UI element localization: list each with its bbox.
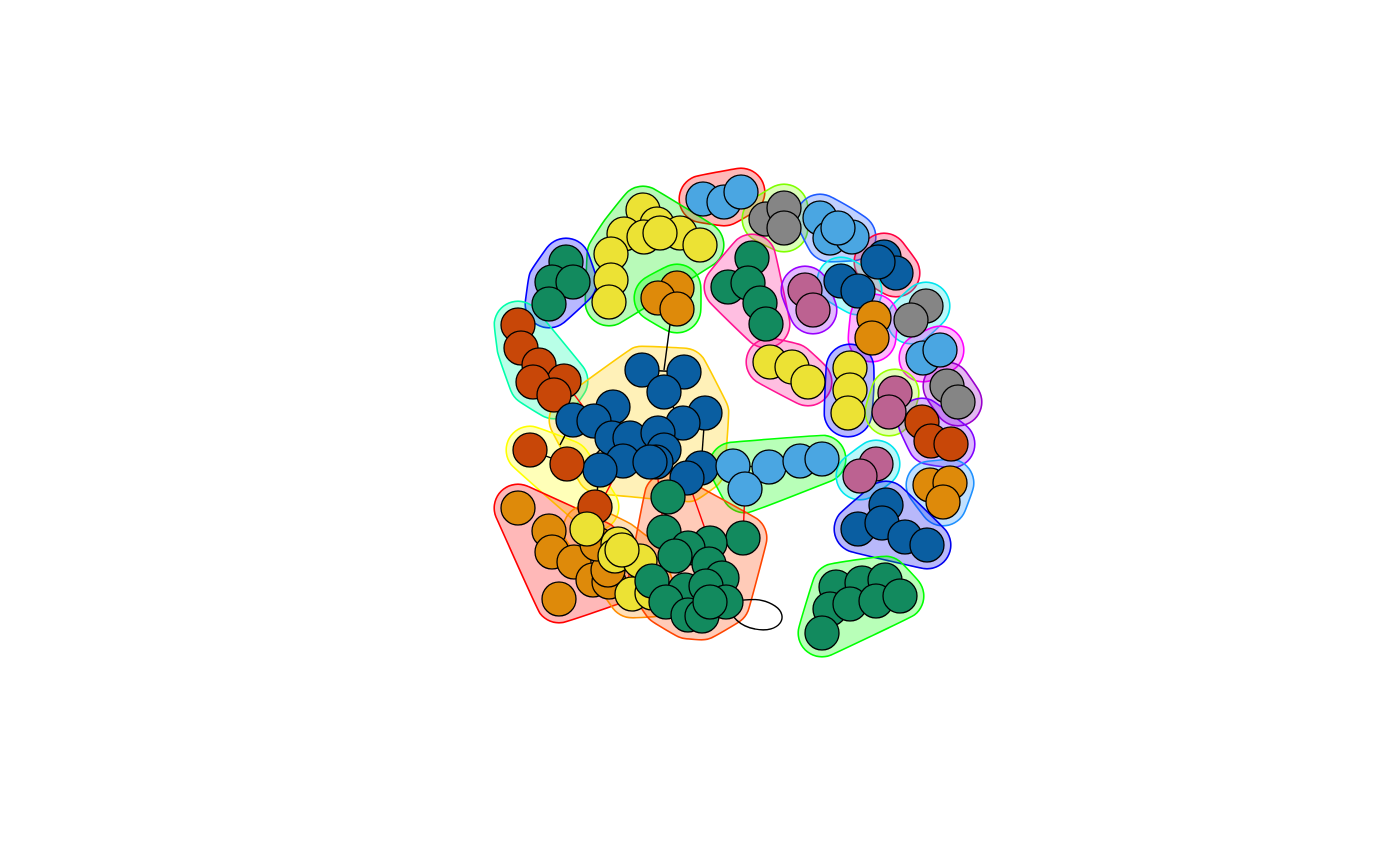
graph-node-g14 xyxy=(582,452,618,488)
graph-node-g13 xyxy=(536,377,572,413)
graph-node-g28 xyxy=(692,584,728,620)
graph-node-g10 xyxy=(795,292,831,328)
graph-node-g23 xyxy=(842,458,878,494)
graph-node-g24 xyxy=(925,484,961,520)
graph-node-g28 xyxy=(657,538,693,574)
graph-node-g14 xyxy=(646,374,682,410)
graph-node-g05 xyxy=(555,264,591,300)
graph-node-g15 xyxy=(790,364,826,400)
graph-node-g16 xyxy=(830,395,866,431)
graph-node-g04 xyxy=(820,210,856,246)
graph-node-g28 xyxy=(650,479,686,515)
graph-node-g28 xyxy=(725,520,761,556)
graph-node-g09 xyxy=(840,273,876,309)
graph-node-g01 xyxy=(723,174,759,210)
graph-node-g03 xyxy=(766,210,802,246)
graph-node-g20 xyxy=(933,426,969,462)
graph-node-g29 xyxy=(882,578,918,614)
graph-node-g06 xyxy=(659,291,695,327)
graph-node-g02 xyxy=(591,284,627,320)
graph-node-g29 xyxy=(804,615,840,651)
graph-node-g27 xyxy=(604,532,640,568)
graph-node-g19 xyxy=(871,394,907,430)
graph-node-g18 xyxy=(940,384,976,420)
graph-node-g07 xyxy=(748,306,784,342)
graph-node-g21 xyxy=(549,446,585,482)
graph-node-g08 xyxy=(860,244,896,280)
graph-node-g17 xyxy=(922,332,958,368)
self-loop-edge xyxy=(725,598,783,631)
graph-node-g14 xyxy=(632,444,668,480)
graph-node-g14 xyxy=(624,352,660,388)
graph-node-g25 xyxy=(909,527,945,563)
graph-node-g27 xyxy=(569,511,605,547)
graph-node-g02 xyxy=(682,227,718,263)
graph-node-g11 xyxy=(893,302,929,338)
graph-node-g22 xyxy=(804,441,840,477)
graph-node-g21 xyxy=(512,432,548,468)
graph-node-g22 xyxy=(727,471,763,507)
graph-node-g26 xyxy=(541,581,577,617)
graph-node-g05 xyxy=(531,286,567,322)
graph-node-g26 xyxy=(500,490,536,526)
graph-node-g12 xyxy=(854,320,890,356)
graph-nodes xyxy=(500,174,976,651)
graph-node-g02 xyxy=(642,215,678,251)
